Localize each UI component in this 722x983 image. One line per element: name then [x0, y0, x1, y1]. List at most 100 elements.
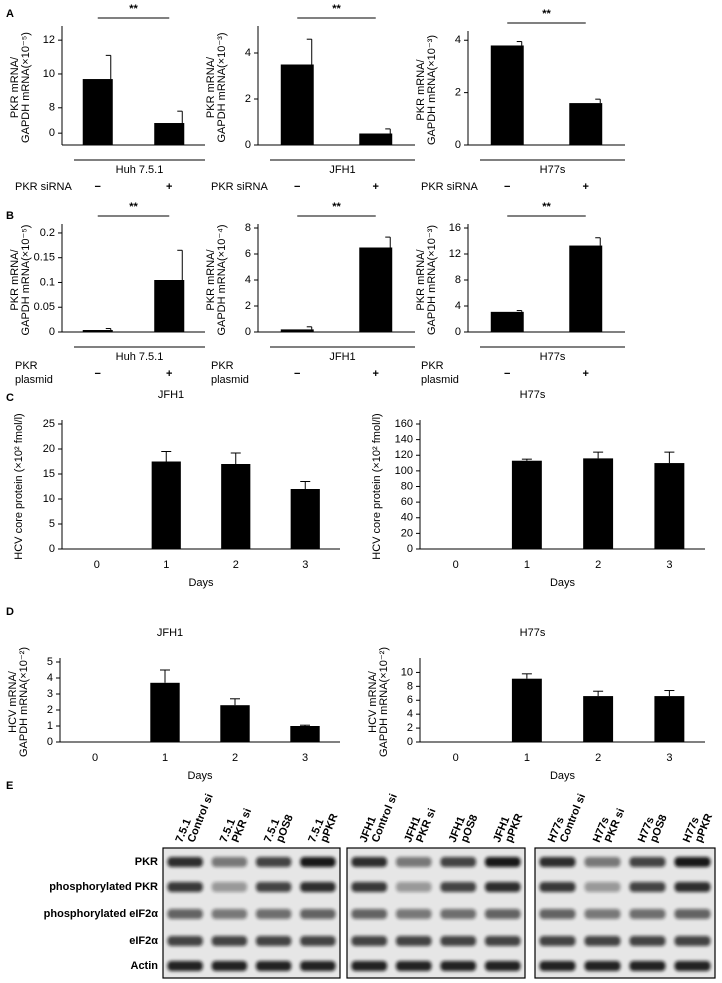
group-label: Huh 7.5.1: [116, 164, 164, 176]
y-axis-label: HCV core protein (×10² fmol/l): [371, 413, 383, 559]
blot-band: [539, 961, 576, 971]
x-tick-label: 3: [666, 752, 672, 764]
blot-band: [484, 882, 521, 892]
y-tick-label: 2: [245, 93, 251, 105]
bar: [359, 247, 393, 332]
y-tick-label: 4: [245, 47, 251, 59]
treatment-label: PKR siRNA: [421, 181, 479, 193]
blot-band: [440, 936, 477, 946]
chart-title: H77s: [520, 627, 546, 639]
panel-label: D: [6, 606, 14, 618]
y-tick-label: 2: [245, 300, 251, 312]
group-label: Huh 7.5.1: [116, 351, 164, 363]
y-axis-label: GAPDH mRNA(×10⁻³): [216, 32, 228, 142]
blot-band: [167, 857, 203, 867]
y-tick-label: 0: [407, 543, 413, 555]
blot-band: [440, 961, 477, 971]
y-tick-label: 5: [47, 656, 53, 668]
y-axis-label: GAPDH mRNA(×10⁻²): [18, 647, 30, 757]
y-tick-label: 0: [245, 139, 251, 151]
group-label: H77s: [540, 351, 566, 363]
bar: [290, 489, 320, 549]
blot-band: [351, 882, 388, 892]
blot-band: [395, 909, 432, 919]
blot-band: [211, 857, 248, 867]
blot-band: [395, 882, 432, 892]
blot-band: [300, 936, 336, 946]
bar: [569, 103, 603, 145]
treatment-label: plasmid: [211, 374, 249, 386]
blot-row-label: phosphorylated PKR: [49, 881, 158, 893]
y-tick-label: 100: [395, 465, 413, 477]
y-tick-label: 8: [49, 102, 55, 114]
x-axis-label: Days: [550, 770, 576, 782]
y-tick-label: 4: [47, 672, 53, 684]
bar: [654, 696, 685, 742]
blot-band: [351, 857, 388, 867]
significance-label: **: [332, 201, 341, 213]
chart-title: JFH1: [157, 627, 183, 639]
y-axis-label: GAPDH mRNA(×10⁻³): [426, 35, 438, 145]
x-tick-label: 3: [302, 752, 308, 764]
x-tick-label: 2: [232, 752, 238, 764]
bar: [654, 463, 685, 549]
bar: [511, 678, 542, 742]
blot-band: [351, 909, 388, 919]
y-tick-label: 2: [47, 704, 53, 716]
y-axis-label: GAPDH mRNA(×10⁻⁵): [20, 225, 32, 336]
y-tick-label: 60: [401, 496, 413, 508]
y-axis-label: PKR mRNA/: [9, 249, 21, 311]
bar: [280, 64, 314, 145]
blot-band: [484, 857, 521, 867]
y-tick-label: 0: [49, 326, 55, 338]
y-tick-label: 6: [245, 248, 251, 260]
blot-band: [440, 909, 477, 919]
blot-band: [629, 909, 666, 919]
blot-band: [211, 961, 248, 971]
bar: [82, 330, 113, 332]
x-tick-label: 0: [453, 752, 459, 764]
treatment-sign: −: [504, 181, 510, 193]
chart-title: JFH1: [158, 389, 184, 401]
y-tick-label: 0: [49, 543, 55, 555]
blot-band: [584, 882, 621, 892]
treatment-sign: −: [504, 368, 510, 380]
x-tick-label: 0: [92, 752, 98, 764]
panel-label: E: [6, 780, 13, 792]
x-tick-label: 1: [524, 559, 530, 571]
significance-label: **: [542, 8, 551, 20]
blot-band: [584, 909, 621, 919]
y-tick-label: 0: [455, 326, 461, 338]
y-tick-label: 0.05: [34, 301, 55, 313]
chart-title: H77s: [520, 389, 546, 401]
y-tick-label: 120: [395, 449, 413, 461]
treatment-label: PKR: [211, 360, 234, 372]
y-axis-label: HCV core protein (×10² fmol/l): [13, 413, 25, 559]
bar: [490, 311, 524, 332]
y-tick-label: 16: [449, 222, 461, 234]
blot-band: [484, 909, 521, 919]
blot-band: [674, 909, 711, 919]
bar: [511, 460, 542, 549]
blot-band: [255, 961, 292, 971]
blot-band: [167, 909, 203, 919]
bar: [154, 123, 185, 145]
blot-band: [584, 961, 621, 971]
y-tick-label: 0: [245, 326, 251, 338]
blot-band: [211, 936, 248, 946]
y-tick-label: 0.2: [40, 227, 55, 239]
y-tick-label: 4: [455, 300, 461, 312]
blot-band: [539, 882, 576, 892]
blot-band: [484, 961, 521, 971]
bar: [221, 464, 251, 549]
blot-row-label: phosphorylated eIF2α: [44, 908, 159, 920]
blot-band: [395, 936, 432, 946]
bar: [290, 726, 320, 742]
bar: [220, 705, 250, 742]
y-tick-label: 0.15: [34, 252, 55, 264]
y-tick-label: 2: [407, 722, 413, 734]
y-axis-label: PKR mRNA/: [415, 249, 427, 311]
blot-row-label: PKR: [135, 856, 158, 868]
bar: [154, 280, 185, 332]
